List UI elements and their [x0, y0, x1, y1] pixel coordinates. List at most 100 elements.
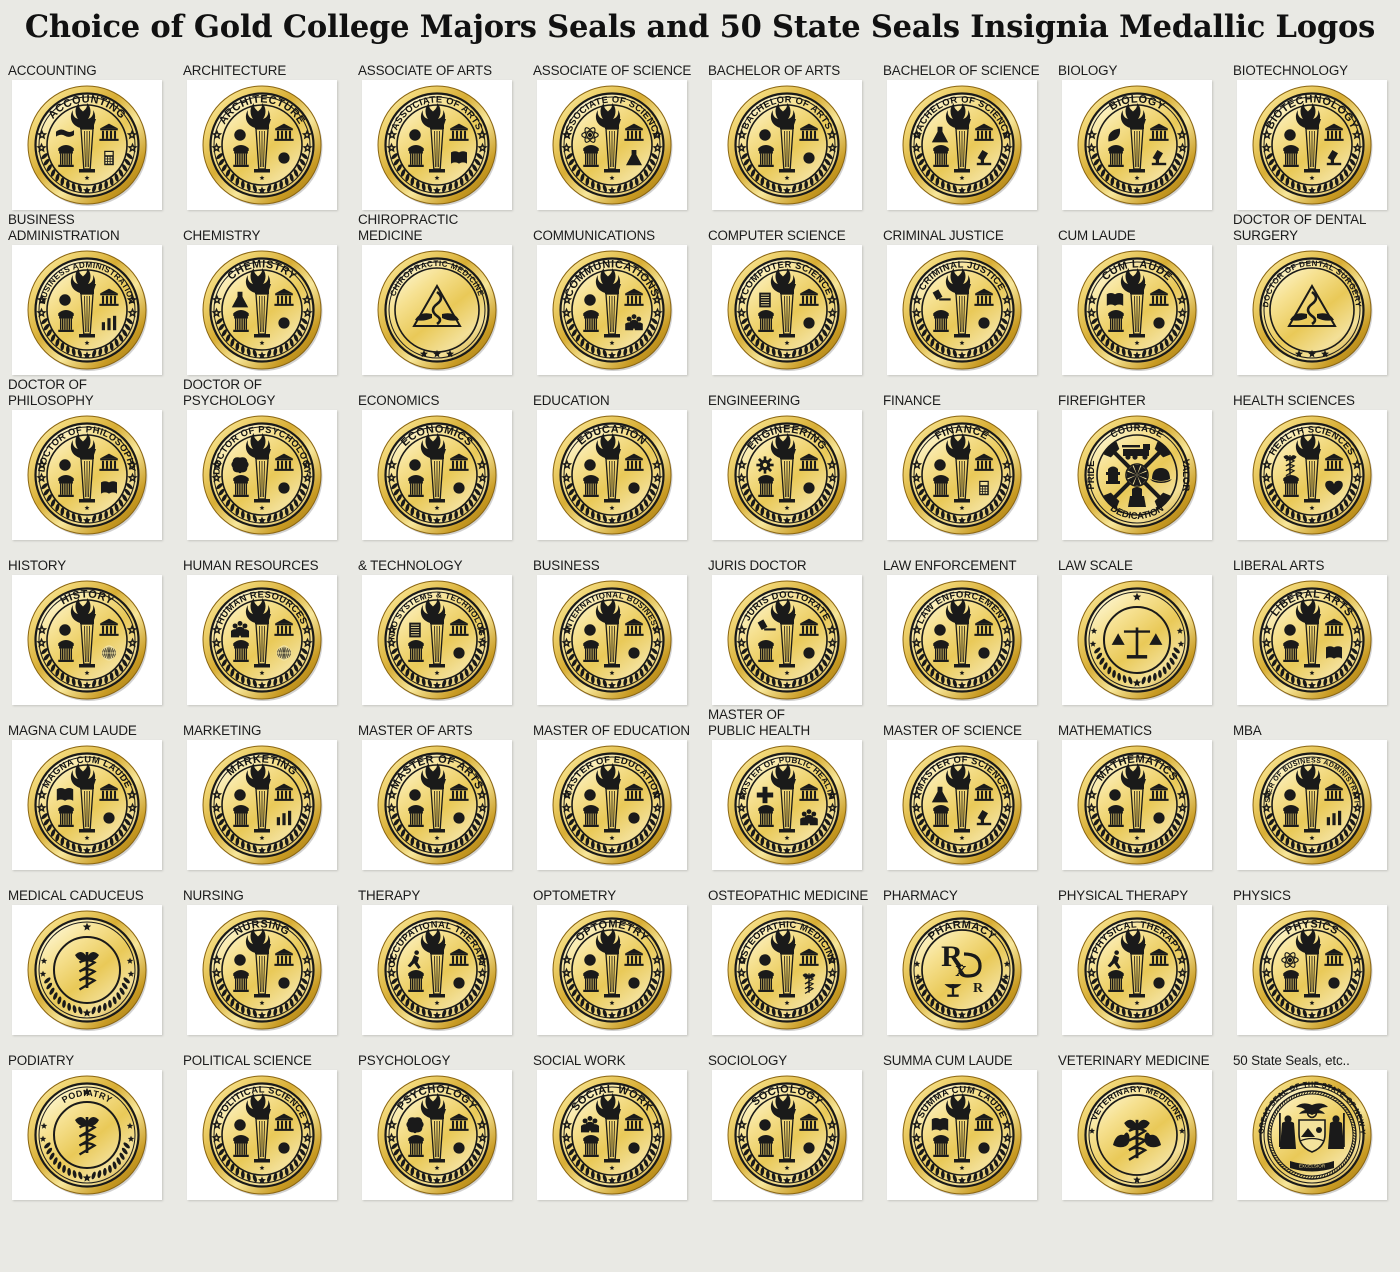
seal-cell[interactable]: PSYCHOLOGY PSYCHOLOGY	[358, 1040, 533, 1205]
seal-card[interactable]: INFO SYSTEMS & TECHNOLOGY	[362, 575, 512, 705]
seal-card[interactable]: LAW ENFORCEMENT	[887, 575, 1037, 705]
seal-card[interactable]: PSYCHOLOGY	[362, 1070, 512, 1200]
seal-50-state-seals-etc-icon[interactable]: THE GREAT SEAL OF THE STATE OF NEW YORKE…	[1250, 1073, 1374, 1197]
seal-cell[interactable]: SOCIOLOGY SOCIOLOGY	[708, 1040, 883, 1205]
seal-engineering-icon[interactable]: ENGINEERING	[725, 413, 849, 537]
seal-cell[interactable]: PODIATRY PODIATRY	[8, 1040, 183, 1205]
seal-cell[interactable]: DOCTOR OF PSYCHOLOGY DOCTOR OF PSYCHOLOGY	[183, 377, 358, 545]
seal-cell[interactable]: CHIROPRACTIC MEDICINE CHIROPRACTIC MEDICI…	[358, 212, 533, 380]
seal-cell[interactable]: 50 State Seals, etc.. THE GREAT SEAL OF T…	[1233, 1040, 1400, 1205]
seal-bachelor-of-science-icon[interactable]: BACHELOR OF SCIENCE	[900, 83, 1024, 207]
seal-master-of-education-icon[interactable]: MASTER OF EDUCATION	[550, 743, 674, 867]
seal-card[interactable]: JURIS DOCTORATE	[712, 575, 862, 705]
seal-cell[interactable]: FINANCE FINANCE	[883, 380, 1058, 545]
seal-cum-laude-icon[interactable]: CUM LAUDE	[1075, 248, 1199, 372]
seal-associate-of-arts-icon[interactable]: ASSOCIATE OF ARTS	[375, 83, 499, 207]
seal-cell[interactable]: BACHELOR OF SCIENCE BACHELOR OF SCIENCE	[883, 50, 1058, 215]
seal-card[interactable]	[12, 905, 162, 1035]
seal-card[interactable]: CRIMINAL JUSTICE	[887, 245, 1037, 375]
seal-cell[interactable]: OSTEOPATHIC MEDICINE OSTEOPATHIC MEDICINE	[708, 875, 883, 1040]
seal-card[interactable]: HEALTH SCIENCES	[1237, 410, 1387, 540]
seal-cell[interactable]: ARCHITECTURE ARCHITECTURE	[183, 50, 358, 215]
seal-cell[interactable]: & TECHNOLOGY INFO SYSTEMS & TECHNOLOGY	[358, 545, 533, 710]
seal-veterinary-medicine-icon[interactable]: VETERINARY MEDICINE	[1075, 1073, 1199, 1197]
seal-cell[interactable]: ASSOCIATE OF SCIENCE ASSOCIATE OF SCIENCE	[533, 50, 708, 215]
seal-card[interactable]: MASTER OF PUBLIC HEALTH	[712, 740, 862, 870]
seal-card[interactable]: PODIATRY	[12, 1070, 162, 1200]
seal-doctor-of-psychology-icon[interactable]: DOCTOR OF PSYCHOLOGY	[200, 413, 324, 537]
seal-card[interactable]: ACCOUNTING	[12, 80, 162, 210]
seal-psychology-icon[interactable]: PSYCHOLOGY	[375, 1073, 499, 1197]
seal-optometry-icon[interactable]: OPTOMETRY	[550, 908, 674, 1032]
seal-biotechnology-icon[interactable]: BIOTECHNOLOGY	[1250, 83, 1374, 207]
seal-cell[interactable]: FIREFIGHTER COURAGE DEDICATION PRIDE VALOR	[1058, 380, 1233, 545]
seal-doctor-of-dental-surgery-icon[interactable]: DOCTOR OF DENTAL SURGERY	[1250, 248, 1374, 372]
seal-technology-icon[interactable]: INFO SYSTEMS & TECHNOLOGY	[375, 578, 499, 702]
seal-cell[interactable]: LIBERAL ARTS LIBERAL ARTS	[1233, 545, 1400, 710]
seal-cell[interactable]: DOCTOR OF PHILOSOPHY DOCTOR OF PHILOSOPHY	[8, 377, 183, 545]
seal-card[interactable]: MAGNA CUM LAUDE	[12, 740, 162, 870]
seal-business-icon[interactable]: INTERNATIONAL BUSINESS	[550, 578, 674, 702]
seal-card[interactable]: ASSOCIATE OF ARTS	[362, 80, 512, 210]
seal-cell[interactable]: PHYSICAL THERAPY PHYSICAL THERAPY	[1058, 875, 1233, 1040]
seal-finance-icon[interactable]: FINANCE	[900, 413, 1024, 537]
seal-cell[interactable]: ENGINEERING ENGINEERING	[708, 380, 883, 545]
seal-sociology-icon[interactable]: SOCIOLOGY	[725, 1073, 849, 1197]
seal-cell[interactable]: NURSING NURSING	[183, 875, 358, 1040]
seal-nursing-icon[interactable]: NURSING	[200, 908, 324, 1032]
seal-associate-of-science-icon[interactable]: ASSOCIATE OF SCIENCE	[550, 83, 674, 207]
seal-cell[interactable]: BUSINESS INTERNATIONAL BUSINESS	[533, 545, 708, 710]
seal-card[interactable]: MASTER OF SCIENCE	[887, 740, 1037, 870]
seal-cell[interactable]: OPTOMETRY OPTOMETRY	[533, 875, 708, 1040]
seal-card[interactable]: CHEMISTRY	[187, 245, 337, 375]
seal-education-icon[interactable]: EDUCATION	[550, 413, 674, 537]
seal-cell[interactable]: ECONOMICS ECONOMICS	[358, 380, 533, 545]
seal-card[interactable]: DOCTOR OF PHILOSOPHY	[12, 410, 162, 540]
seal-card[interactable]: POLITICAL SCIENCE	[187, 1070, 337, 1200]
seal-card[interactable]: OCCUPATIONAL THERAPY	[362, 905, 512, 1035]
seal-card[interactable]: SUMMA CUM LAUDE	[887, 1070, 1037, 1200]
seal-cell[interactable]: CUM LAUDE CUM LAUDE	[1058, 215, 1233, 380]
seal-cell[interactable]: MASTER OF ARTS MASTER OF ARTS	[358, 710, 533, 875]
seal-master-of-arts-icon[interactable]: MASTER OF ARTS	[375, 743, 499, 867]
seal-card[interactable]: THE GREAT SEAL OF THE STATE OF NEW YORKE…	[1237, 1070, 1387, 1200]
seal-medical-caduceus-icon[interactable]	[25, 908, 149, 1032]
seal-cell[interactable]: COMMUNICATIONS COMMUNICATIONS	[533, 215, 708, 380]
seal-firefighter-icon[interactable]: COURAGE DEDICATION PRIDE VALOR	[1075, 413, 1199, 537]
seal-therapy-icon[interactable]: OCCUPATIONAL THERAPY	[375, 908, 499, 1032]
seal-card[interactable]: ASSOCIATE OF SCIENCE	[537, 80, 687, 210]
seal-cell[interactable]: POLITICAL SCIENCE POLITICAL SCIENCE	[183, 1040, 358, 1205]
seal-card[interactable]: COMMUNICATIONS	[537, 245, 687, 375]
seal-card[interactable]: BACHELOR OF SCIENCE	[887, 80, 1037, 210]
seal-cell[interactable]: BUSINESS ADMINISTRATION BUSINESS ADMINIST…	[8, 212, 183, 380]
seal-health-sciences-icon[interactable]: HEALTH SCIENCES	[1250, 413, 1374, 537]
seal-cell[interactable]: MATHEMATICS MATHEMATICS	[1058, 710, 1233, 875]
seal-card[interactable]: ENGINEERING	[712, 410, 862, 540]
seal-card[interactable]: CHIROPRACTIC MEDICINE	[362, 245, 512, 375]
seal-card[interactable]: MASTER OF EDUCATION	[537, 740, 687, 870]
seal-computer-science-icon[interactable]: COMPUTER SCIENCE	[725, 248, 849, 372]
seal-card[interactable]: SOCIAL WORK	[537, 1070, 687, 1200]
seal-card[interactable]: EDUCATION	[537, 410, 687, 540]
seal-physics-icon[interactable]: PHYSICS	[1250, 908, 1374, 1032]
seal-card[interactable]: COMPUTER SCIENCE	[712, 245, 862, 375]
seal-card[interactable]: DOCTOR OF DENTAL SURGERY	[1237, 245, 1387, 375]
seal-card[interactable]: MASTER OF BUSINESS ADMINISTRATION	[1237, 740, 1387, 870]
seal-cell[interactable]: ACCOUNTING ACCOUNTING	[8, 50, 183, 215]
seal-cell[interactable]: CRIMINAL JUSTICE CRIMINAL JUSTICE	[883, 215, 1058, 380]
seal-cell[interactable]: LAW ENFORCEMENT LAW ENFORCEMENT	[883, 545, 1058, 710]
seal-cell[interactable]: HUMAN RESOURCES HUMAN RESOURCES	[183, 545, 358, 710]
seal-cell[interactable]: COMPUTER SCIENCE COMPUTER SCIENCE	[708, 215, 883, 380]
seal-accounting-icon[interactable]: ACCOUNTING	[25, 83, 149, 207]
seal-cell[interactable]: VETERINARY MEDICINE VETERINARY MEDICINE	[1058, 1040, 1233, 1205]
seal-cell[interactable]: BIOLOGY BIOLOGY	[1058, 50, 1233, 215]
seal-card[interactable]: LIBERAL ARTS	[1237, 575, 1387, 705]
seal-cell[interactable]: PHYSICS PHYSICS	[1233, 875, 1400, 1040]
seal-liberal-arts-icon[interactable]: LIBERAL ARTS	[1250, 578, 1374, 702]
seal-card[interactable]: FINANCE	[887, 410, 1037, 540]
seal-card[interactable]: PHYSICS	[1237, 905, 1387, 1035]
seal-card[interactable]: CUM LAUDE	[1062, 245, 1212, 375]
seal-architecture-icon[interactable]: ARCHITECTURE	[200, 83, 324, 207]
seal-mba-icon[interactable]: MASTER OF BUSINESS ADMINISTRATION	[1250, 743, 1374, 867]
